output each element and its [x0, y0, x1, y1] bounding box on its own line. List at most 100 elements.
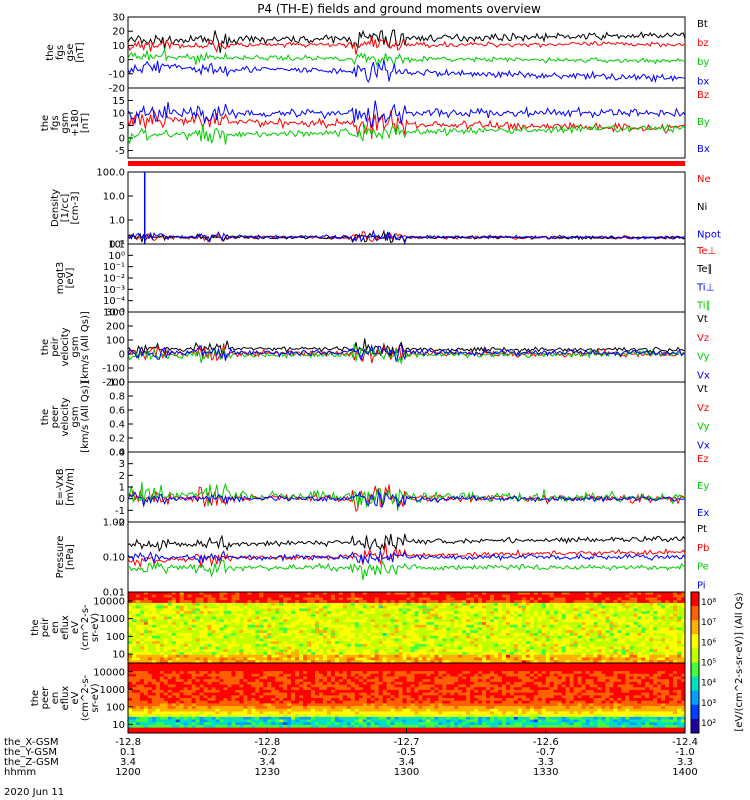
- spectrogram-cell: [374, 619, 380, 623]
- spectrogram-cell: [131, 687, 137, 691]
- legend-Vz: Vz: [697, 403, 709, 414]
- spectrogram-cell: [553, 602, 559, 607]
- spectrogram-cell: [645, 630, 650, 634]
- spectrogram-cell: [207, 700, 212, 704]
- spectrogram-cell: [402, 613, 407, 617]
- spectrogram-cell: [159, 611, 165, 615]
- spectrogram-cell: [267, 689, 272, 694]
- spectrogram-cell: [247, 624, 252, 628]
- spectrogram-cell: [358, 652, 364, 656]
- spectrogram-cell: [605, 654, 610, 658]
- spectrogram-cell: [346, 649, 352, 653]
- spectrogram-cell: [609, 608, 614, 612]
- spectrogram-cell: [271, 652, 276, 656]
- spectrogram-cell: [565, 652, 571, 656]
- spectrogram-cell: [247, 630, 252, 634]
- spectrogram-cell: [605, 594, 610, 598]
- spectrogram-cell: [175, 652, 181, 656]
- spectrogram-cell: [299, 724, 304, 729]
- spectrogram-cell: [159, 635, 165, 639]
- series-Bt: [127, 29, 686, 53]
- spectrogram-cell: [561, 635, 567, 639]
- spectrogram-cell: [350, 630, 356, 634]
- spectrogram-cell: [247, 714, 252, 718]
- spectrogram-cell: [617, 643, 622, 648]
- spectrogram-cell: [621, 638, 626, 642]
- spectrogram-cell: [275, 711, 280, 715]
- spectrogram-cell: [187, 714, 193, 718]
- spectrogram-cell: [128, 671, 133, 675]
- spectrogram-cell: [661, 597, 666, 601]
- spectrogram-cell: [625, 638, 630, 642]
- spectrogram-cell: [406, 646, 411, 650]
- spectrogram-cell: [358, 619, 364, 623]
- spectrogram-cell: [486, 660, 491, 664]
- spectrogram-cell: [498, 654, 503, 658]
- spectrogram-cell: [303, 635, 308, 639]
- spectrogram-cell: [446, 616, 451, 620]
- spectrogram-cell: [601, 646, 606, 650]
- spectrogram-cell: [275, 676, 280, 680]
- spectrogram-cell: [326, 619, 332, 623]
- spectrogram-cell: [128, 668, 133, 672]
- spectrogram-cell: [131, 684, 137, 688]
- spectrogram-cell: [569, 649, 574, 653]
- spectrogram-cell: [155, 619, 161, 623]
- spectrogram-cell: [362, 619, 368, 623]
- spectrogram-cell: [291, 630, 296, 634]
- spectrogram-cell: [251, 646, 256, 650]
- spectrogram-cell: [466, 641, 471, 645]
- spectrogram-cell: [326, 649, 332, 653]
- spectrogram-cell: [470, 600, 475, 604]
- spectrogram-cell: [474, 594, 479, 598]
- spectrogram-cell: [430, 597, 435, 601]
- spectrogram-cell: [255, 611, 260, 615]
- spectrogram-cell: [446, 608, 451, 612]
- spectrogram-cell: [155, 638, 161, 642]
- spectrogram-cell: [505, 635, 511, 639]
- spectrogram-cell: [490, 594, 495, 598]
- spectrogram-cell: [641, 641, 646, 645]
- spectrogram-cell: [283, 597, 288, 601]
- spectrogram-cell: [211, 711, 216, 715]
- spectrogram-cell: [474, 619, 479, 623]
- spectrogram-cell: [625, 619, 630, 623]
- spectrogram-cell: [259, 594, 264, 598]
- spectrogram-cell: [474, 635, 479, 639]
- spectrogram-cell: [295, 632, 300, 637]
- spectrogram-cell: [609, 611, 614, 615]
- spectrogram-cell: [223, 657, 228, 661]
- spectrogram-cell: [251, 676, 256, 680]
- series-Pe: [127, 559, 686, 580]
- spectrogram-cell: [155, 649, 161, 653]
- spectrogram-cell: [573, 608, 578, 612]
- spectrogram-cell: [211, 630, 216, 634]
- spectrogram-cell: [450, 602, 455, 607]
- spectrogram-cell: [601, 654, 606, 658]
- spectrogram-cell: [462, 643, 467, 648]
- spectrogram-cell: [446, 592, 451, 596]
- spectrogram-cell: [159, 692, 165, 696]
- spectrogram-cell: [498, 600, 503, 604]
- spectrogram-cell: [378, 611, 384, 615]
- spectrogram-cell: [318, 600, 324, 604]
- spectrogram-cell: [446, 643, 451, 648]
- spectrogram-cell: [521, 616, 527, 620]
- y-axis-label: the: [45, 44, 56, 60]
- spectrogram-cell: [673, 660, 678, 664]
- spectrogram-cell: [227, 600, 232, 604]
- spectrogram-cell: [649, 613, 654, 617]
- spectrogram-cell: [267, 700, 272, 704]
- spectrogram-cell: [267, 624, 272, 628]
- spectrogram-cell: [410, 657, 415, 661]
- spectrogram-cell: [219, 703, 224, 707]
- spectrogram-cell: [498, 643, 503, 648]
- spectrogram-cell: [143, 665, 149, 669]
- spectrogram-cell: [394, 627, 399, 631]
- spectrogram-cell: [227, 687, 232, 691]
- spectrogram-cell: [283, 673, 288, 677]
- spectrogram-cell: [681, 627, 686, 631]
- spectrogram-cell: [466, 643, 471, 648]
- spectrogram-cell: [259, 684, 264, 688]
- spectrogram-cell: [617, 622, 622, 626]
